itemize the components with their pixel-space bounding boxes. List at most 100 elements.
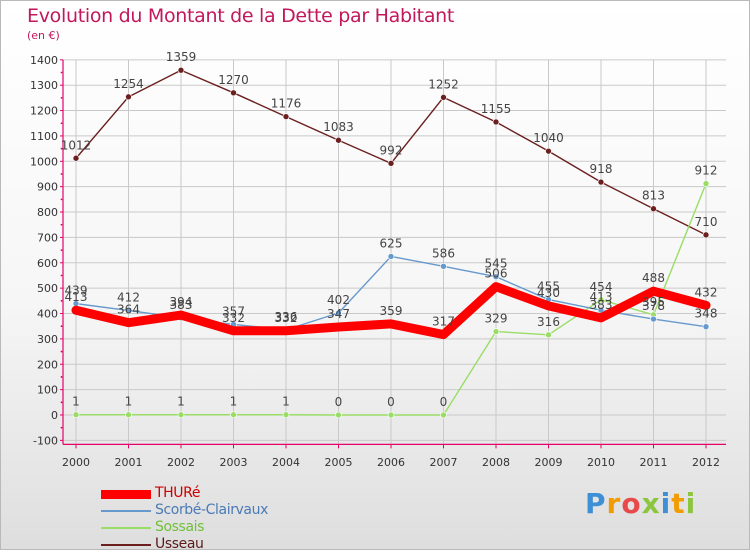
y-tick-label: 600 xyxy=(37,257,58,270)
data-label: 347 xyxy=(327,307,350,321)
data-point xyxy=(177,66,185,74)
data-label: 317 xyxy=(432,315,455,329)
data-point xyxy=(72,154,80,162)
y-minor-tick xyxy=(60,198,63,201)
logo-letter: i xyxy=(660,487,672,520)
data-label: 1 xyxy=(230,395,238,409)
data-point xyxy=(702,180,710,187)
y-minor-tick xyxy=(60,325,63,328)
data-point xyxy=(387,253,395,260)
x-tick-label: 2006 xyxy=(377,456,405,469)
data-label: 394 xyxy=(170,295,193,309)
legend-swatch-thure xyxy=(101,489,151,499)
x-tick-label: 2009 xyxy=(535,456,563,469)
data-label: 1 xyxy=(282,395,290,409)
data-point xyxy=(71,305,81,315)
data-point xyxy=(596,313,606,323)
y-minor-tick xyxy=(60,96,63,99)
y-tick-label: 1400 xyxy=(30,54,58,67)
data-point xyxy=(386,319,396,329)
legend-item-usseau: Usseau xyxy=(101,536,321,553)
data-point xyxy=(440,411,447,419)
data-point xyxy=(334,322,343,332)
data-label: 0 xyxy=(387,395,395,409)
data-label: 710 xyxy=(695,215,718,229)
legend-label-scorbe-clairvaux: Scorbé-Clairvaux xyxy=(155,502,268,518)
x-tick-label: 2000 xyxy=(62,456,90,469)
logo-letter: i xyxy=(685,487,697,520)
data-point xyxy=(282,411,290,419)
data-label: 1012 xyxy=(61,138,92,152)
legend-label-sossais: Sossais xyxy=(155,519,205,535)
data-point xyxy=(124,318,133,327)
legend-label-usseau: Usseau xyxy=(155,536,204,552)
data-point xyxy=(440,263,447,270)
data-point xyxy=(439,330,448,339)
proxiti-logo: Proxiti xyxy=(585,487,696,520)
data-label: 432 xyxy=(695,285,718,299)
y-minor-tick xyxy=(60,122,63,125)
data-label: 0 xyxy=(440,395,448,409)
y-minor-tick xyxy=(60,147,63,150)
data-label: 1252 xyxy=(428,77,459,91)
data-point xyxy=(125,307,132,314)
logo-letter: r xyxy=(606,487,622,520)
data-label: 383 xyxy=(590,298,613,312)
data-point xyxy=(230,411,237,419)
legend: THURé Scorbé-Clairvaux Sossais Usseau xyxy=(101,485,321,553)
y-minor-tick xyxy=(60,274,63,277)
y-minor-tick xyxy=(60,401,63,404)
y-tick-label: 1000 xyxy=(30,155,58,168)
x-tick-label: 2012 xyxy=(692,456,720,469)
data-label: 1 xyxy=(125,395,133,409)
data-label: 395 xyxy=(642,295,665,309)
data-point xyxy=(545,331,552,339)
data-point xyxy=(649,286,658,296)
data-label: 348 xyxy=(695,307,718,321)
data-point xyxy=(491,282,501,291)
data-label: 912 xyxy=(695,164,718,178)
legend-item-sossais: Sossais xyxy=(101,519,321,536)
data-label: 488 xyxy=(642,271,665,285)
data-label: 332 xyxy=(222,311,245,325)
y-tick-label: 1100 xyxy=(30,130,58,143)
y-minor-tick xyxy=(60,299,63,302)
x-tick-label: 2003 xyxy=(220,456,248,469)
y-tick-label: -100 xyxy=(33,434,58,447)
y-tick-label: 900 xyxy=(37,181,58,194)
data-point xyxy=(229,326,238,336)
data-point xyxy=(492,328,500,335)
y-tick-label: 400 xyxy=(37,308,58,321)
data-point xyxy=(701,301,711,310)
x-tick-label: 2007 xyxy=(430,456,458,469)
data-label: 383 xyxy=(170,298,193,312)
logo-letter: x xyxy=(641,487,661,520)
data-point xyxy=(702,323,710,331)
legend-swatch-usseau xyxy=(101,544,151,546)
y-tick-label: 0 xyxy=(51,409,58,422)
data-label: 316 xyxy=(537,315,560,329)
y-minor-tick xyxy=(60,350,63,353)
data-point xyxy=(650,315,657,323)
y-minor-tick xyxy=(60,71,63,74)
data-label: 813 xyxy=(642,189,665,203)
data-label: 0 xyxy=(335,395,343,409)
data-label: 1 xyxy=(177,395,185,409)
data-label: 336 xyxy=(275,310,298,324)
chart-title: Evolution du Montant de la Dette par Hab… xyxy=(27,5,455,27)
y-tick-label: 200 xyxy=(37,358,58,371)
data-label: 454 xyxy=(590,280,613,294)
data-label: 586 xyxy=(432,246,455,260)
data-label: 545 xyxy=(485,257,508,271)
x-tick-label: 2002 xyxy=(167,456,195,469)
data-label: 992 xyxy=(380,143,403,157)
data-label: 364 xyxy=(117,303,140,317)
data-point xyxy=(597,178,605,186)
data-label: 413 xyxy=(590,290,613,304)
logo-letter: t xyxy=(671,487,686,520)
legend-swatch-scorbe-clairvaux xyxy=(101,510,151,512)
data-label: 359 xyxy=(380,304,403,318)
x-tick-label: 2004 xyxy=(272,456,300,469)
